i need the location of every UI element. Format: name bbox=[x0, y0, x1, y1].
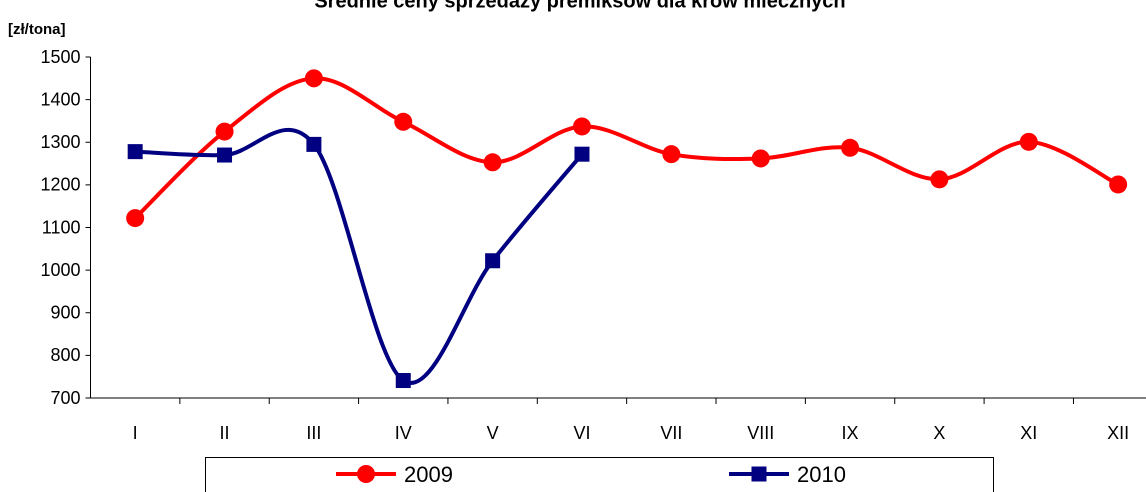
legend-box bbox=[205, 457, 994, 492]
point-marker bbox=[1019, 132, 1038, 151]
x-tick-label: VI bbox=[573, 423, 590, 443]
x-tick-label: XI bbox=[1020, 423, 1037, 443]
x-tick-label: V bbox=[487, 423, 499, 443]
y-tick-label: 900 bbox=[50, 303, 80, 323]
x-tick-label: II bbox=[220, 423, 230, 443]
x-tick-label: X bbox=[933, 423, 945, 443]
y-tick-label: 1200 bbox=[40, 175, 80, 195]
point-marker bbox=[304, 69, 323, 88]
y-tick-label: 1000 bbox=[40, 260, 80, 280]
x-tick-label: VIII bbox=[747, 423, 774, 443]
point-marker bbox=[930, 170, 949, 189]
point-marker bbox=[572, 117, 591, 136]
point-marker bbox=[751, 466, 767, 482]
x-tick-label: I bbox=[133, 423, 138, 443]
point-marker bbox=[485, 253, 501, 269]
y-tick-label: 1100 bbox=[42, 217, 81, 237]
point-marker bbox=[127, 144, 143, 160]
point-marker bbox=[215, 122, 234, 141]
point-marker bbox=[126, 209, 145, 228]
point-marker bbox=[662, 145, 681, 164]
series-line bbox=[133, 76, 1120, 220]
point-marker bbox=[751, 149, 770, 168]
y-axis-label: [zł/tona] bbox=[8, 21, 66, 38]
y-tick-label: 700 bbox=[50, 388, 80, 408]
y-tick-label: 1500 bbox=[40, 47, 80, 67]
chart-title: Średnie ceny sprzedaży premiksów dla kró… bbox=[314, 0, 845, 12]
legend-label: 2010 bbox=[797, 462, 846, 487]
x-tick-label: IV bbox=[395, 423, 412, 443]
point-marker bbox=[574, 146, 590, 162]
x-tick-label: III bbox=[306, 423, 321, 443]
x-tick-label: IX bbox=[842, 423, 859, 443]
point-marker bbox=[841, 138, 860, 157]
y-tick-label: 800 bbox=[50, 345, 80, 365]
point-marker bbox=[395, 373, 411, 389]
point-marker bbox=[357, 465, 375, 483]
point-marker bbox=[1109, 175, 1128, 194]
x-tick-label: VII bbox=[660, 423, 682, 443]
y-tick-label: 1300 bbox=[40, 132, 80, 152]
point-marker bbox=[306, 136, 322, 152]
series-line bbox=[135, 128, 584, 385]
point-marker bbox=[483, 153, 502, 172]
x-tick-label: XII bbox=[1107, 423, 1129, 443]
point-marker bbox=[217, 147, 233, 163]
point-marker bbox=[394, 112, 413, 131]
legend-label: 2009 bbox=[404, 462, 453, 487]
y-tick-label: 1400 bbox=[40, 89, 80, 109]
